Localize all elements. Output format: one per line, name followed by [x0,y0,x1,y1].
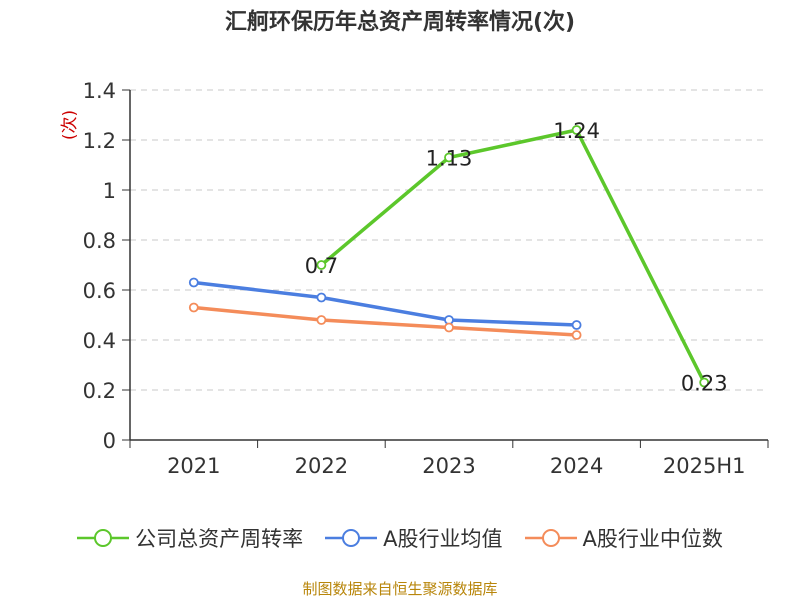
data-point [188,277,199,288]
data-point [188,302,199,313]
x-tick-label: 2022 [295,454,348,478]
y-tick-label: 1.4 [83,79,116,103]
legend-item-industry-mean[interactable]: A股行业均值 [325,523,503,553]
data-point [316,315,327,325]
data-label: 1.24 [553,119,600,143]
data-point [444,152,454,163]
x-tick-label: 2024 [550,454,603,478]
legend-label-company: 公司总资产周转率 [135,527,304,551]
y-tick-label: 0.2 [83,379,116,403]
legend-item-company[interactable]: 公司总资产周转率 [77,523,303,553]
x-tick-label: 2021 [167,454,220,478]
y-tick-label: 0.6 [83,279,116,303]
data-label: 0.23 [681,372,728,396]
y-tick-label: 0 [103,429,116,453]
data-point [571,125,582,135]
source-note: 制图数据来自恒生聚源数据库 [302,580,498,598]
y-tick-label: 1 [103,179,116,203]
data-label: 0.7 [305,254,338,278]
data-point [699,377,710,388]
y-tick-label: 0.8 [83,229,116,253]
data-label: 1.13 [426,147,473,171]
series-line-0 [320,128,706,384]
data-point [316,260,327,270]
x-tick-label: 2025H1 [663,454,746,478]
y-axis-label: (次) [60,110,80,140]
y-tick-label: 1.2 [83,129,116,153]
data-point [316,292,327,303]
legend-label-industry-median: A股行业中位数 [582,527,723,551]
legend: 公司总资产周转率 A股行业均值 A股行业中位数 [0,520,800,556]
data-point [571,320,582,330]
legend-swatch-industry-median [524,529,577,547]
y-tick-label: 0.4 [83,329,116,353]
legend-swatch-industry-mean [325,529,378,547]
data-point [444,322,454,333]
series-line-1 [193,280,577,327]
chart-title: 汇舸环保历年总资产周转率情况(次) [224,10,576,35]
legend-label-industry-mean: A股行业均值 [383,527,503,551]
data-point [571,330,582,340]
series-line-2 [193,305,577,337]
x-tick-label: 2023 [422,454,475,478]
legend-item-industry-median[interactable]: A股行业中位数 [524,523,723,553]
legend-swatch-company [77,529,130,547]
